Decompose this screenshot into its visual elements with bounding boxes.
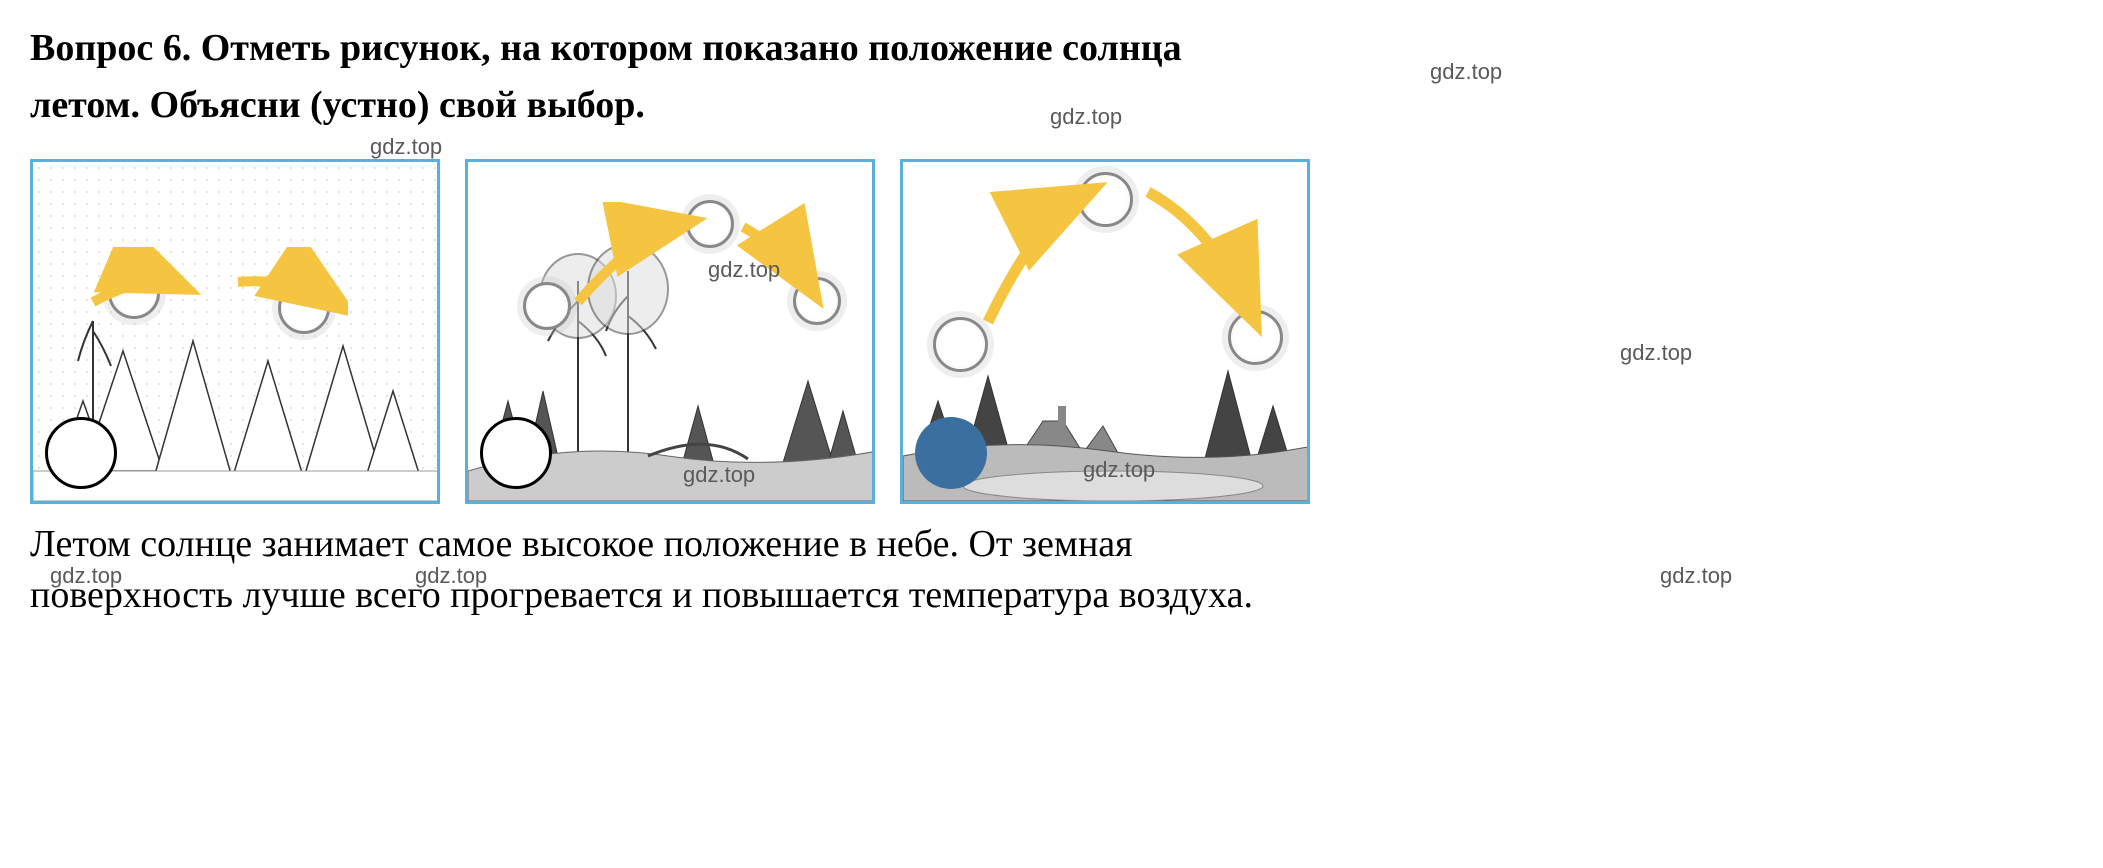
question-label: Вопрос 6. bbox=[30, 27, 191, 69]
answer-line-2: поверхность лучше всего прогревается и п… bbox=[30, 574, 1253, 616]
panel-winter[interactable] bbox=[30, 159, 440, 504]
answer-line-1: Летом солнце занимает самое высокое поло… bbox=[30, 523, 1133, 565]
watermark-panel3-bottom: gdz.top bbox=[1083, 457, 1155, 483]
watermark-right-side: gdz.top bbox=[1620, 340, 1692, 366]
selection-marker-filled[interactable] bbox=[915, 417, 987, 489]
winter-illustration bbox=[33, 162, 437, 501]
watermark-header-left: gdz.top bbox=[370, 130, 442, 163]
summer-illustration: gdz.top bbox=[903, 162, 1307, 501]
question-text-2: летом. Объясни (устно) свой выбор. bbox=[30, 84, 645, 126]
answer-text: Летом солнце занимает самое высокое поло… bbox=[30, 519, 2073, 622]
panel-summer[interactable]: gdz.top bbox=[900, 159, 1310, 504]
watermark-answer-right: gdz.top bbox=[1660, 561, 1732, 591]
sun-arrow-icon bbox=[88, 247, 348, 337]
question-header: Вопрос 6. Отметь рисунок, на котором пок… bbox=[30, 20, 2073, 134]
images-row: gdz.top g bbox=[30, 159, 2073, 504]
watermark-panel2-top: gdz.top bbox=[708, 257, 780, 283]
watermark-answer-left: gdz.top bbox=[50, 561, 122, 591]
watermark-header-mid: gdz.top bbox=[1050, 100, 1122, 133]
watermark-panel2-bottom: gdz.top bbox=[683, 462, 755, 488]
mid-season-illustration: gdz.top g bbox=[468, 162, 872, 501]
sun-arrow-icon bbox=[943, 167, 1283, 367]
selection-marker-empty[interactable] bbox=[480, 417, 552, 489]
watermark-answer-mid: gdz.top bbox=[415, 561, 487, 591]
panel-mid-season[interactable]: gdz.top g bbox=[465, 159, 875, 504]
watermark-header-right: gdz.top bbox=[1430, 55, 1502, 88]
question-text-1: Отметь рисунок, на котором показано поло… bbox=[201, 27, 1182, 69]
sun-arrow-icon bbox=[548, 202, 848, 342]
selection-marker-empty[interactable] bbox=[45, 417, 117, 489]
